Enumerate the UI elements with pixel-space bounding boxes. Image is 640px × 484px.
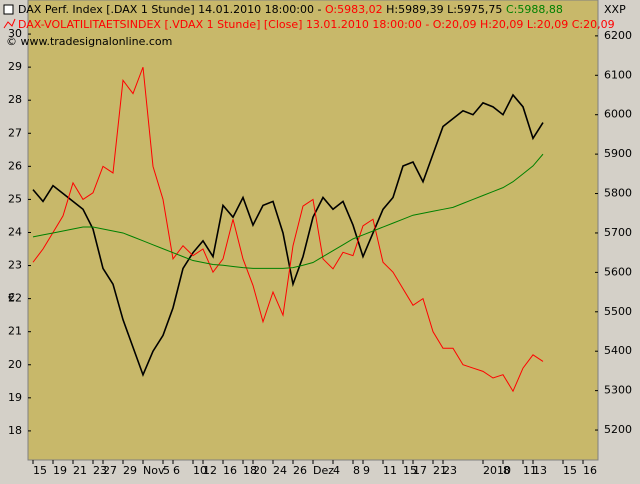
series-name: DAX-VOLATILITAETSINDEX [.VDAX 1 Stunde] … xyxy=(18,18,302,31)
copyright: © www.tradesignalonline.com xyxy=(6,35,172,48)
y-tick-label: 19 xyxy=(8,391,22,404)
series-icon xyxy=(3,4,14,15)
x-tick-label: 8 xyxy=(503,464,510,477)
y2-tick-label: 5400 xyxy=(604,344,632,357)
y2-tick-label: 6200 xyxy=(604,29,632,42)
y-tick-label: 29 xyxy=(8,60,22,73)
x-tick-label: 27 xyxy=(103,464,117,477)
y-tick-label: 28 xyxy=(8,93,22,106)
series-line xyxy=(32,153,544,269)
x-tick-label: 18 xyxy=(243,464,257,477)
header-line-2: DAX-VOLATILITAETSINDEX [.VDAX 1 Stunde] … xyxy=(18,18,615,31)
series-line xyxy=(32,93,544,378)
header-close: C:5988,88 xyxy=(506,3,563,16)
x-tick-label: 6 xyxy=(173,464,180,477)
y-tick-label: 18 xyxy=(8,424,22,437)
y-tick-label: 23 xyxy=(8,259,22,272)
x-tick-label: 16 xyxy=(583,464,597,477)
x-tick-label: 23 xyxy=(93,464,107,477)
y2-tick-label: 5800 xyxy=(604,187,632,200)
x-tick-label: 8 xyxy=(353,464,360,477)
header-open: O:5983,02 xyxy=(325,3,383,16)
x-tick-label: 21 xyxy=(433,464,447,477)
y-tick-label: 20 xyxy=(8,358,22,371)
x-tick-label: 29 xyxy=(123,464,137,477)
header-values: 13.01.2010 18:00:00 - O:20,09 H:20,09 L:… xyxy=(306,18,615,31)
x-tick-label: 10 xyxy=(193,464,207,477)
series-line xyxy=(32,66,544,393)
x-tick-label: 13 xyxy=(533,464,547,477)
x-tick-label: 15 xyxy=(403,464,417,477)
x-tick-label: 5 xyxy=(163,464,170,477)
left-unit: € xyxy=(8,291,15,304)
x-tick-label: 19 xyxy=(53,464,67,477)
x-tick-label: 26 xyxy=(293,464,307,477)
x-tick-label: 16 xyxy=(223,464,237,477)
y2-tick-label: 5200 xyxy=(604,423,632,436)
x-tick-label: 24 xyxy=(273,464,287,477)
y2-tick-label: 6100 xyxy=(604,68,632,81)
x-tick-label: 11 xyxy=(383,464,397,477)
x-tick-label: 4 xyxy=(333,464,340,477)
x-tick-label: 20 xyxy=(253,464,267,477)
x-tick-label: 9 xyxy=(363,464,370,477)
y-tick-label: 27 xyxy=(8,126,22,139)
x-tick-label: Nov xyxy=(143,464,165,477)
x-tick-label: 17 xyxy=(413,464,427,477)
right-unit: XXP xyxy=(604,3,626,16)
y2-tick-label: 5500 xyxy=(604,305,632,318)
y-tick-label: 26 xyxy=(8,159,22,172)
y2-tick-label: 5900 xyxy=(604,147,632,160)
x-tick-label: 15 xyxy=(563,464,577,477)
y2-tick-label: 5700 xyxy=(604,226,632,239)
y-tick-label: 25 xyxy=(8,192,22,205)
y2-tick-label: 6000 xyxy=(604,108,632,121)
x-tick-label: Dez xyxy=(313,464,334,477)
y-tick-label: 21 xyxy=(8,325,22,338)
plot-area xyxy=(27,0,599,461)
y2-tick-label: 5600 xyxy=(604,265,632,278)
header-date: 14.01.2010 18:00:00 - xyxy=(198,3,321,16)
x-tick-label: 23 xyxy=(443,464,457,477)
y-tick-label: 24 xyxy=(8,225,22,238)
y-tick-label: 22 xyxy=(8,292,22,305)
x-tick-label: 15 xyxy=(33,464,47,477)
series-name: DAX Perf. Index [.DAX 1 Stunde] xyxy=(18,3,195,16)
x-tick-label: 21 xyxy=(73,464,87,477)
header-line-1: DAX Perf. Index [.DAX 1 Stunde] 14.01.20… xyxy=(18,3,563,16)
header-high-low: H:5989,39 L:5975,75 xyxy=(386,3,502,16)
series-icon xyxy=(3,18,16,29)
x-tick-label: 11 xyxy=(523,464,537,477)
x-tick-label: 2010 xyxy=(483,464,511,477)
y2-tick-label: 5300 xyxy=(604,384,632,397)
x-tick-label: 12 xyxy=(203,464,217,477)
y-tick-label: 30 xyxy=(8,27,22,40)
